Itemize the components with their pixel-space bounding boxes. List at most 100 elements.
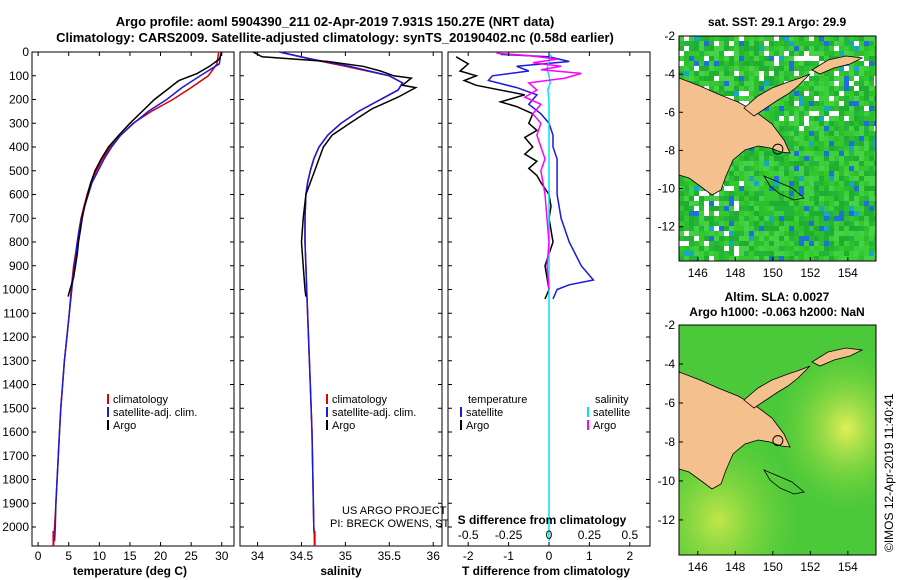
sst-cell [684, 216, 689, 221]
legend-argo-swatch [107, 420, 109, 430]
sst-cell [804, 211, 809, 216]
sst-cell [679, 66, 684, 71]
sst-cell [809, 41, 814, 46]
sst-cell [854, 116, 859, 121]
sst-cell [759, 181, 764, 186]
sst-cell [679, 76, 684, 81]
sst-cell [859, 196, 864, 201]
sst-cell [804, 36, 809, 41]
sst-cell [829, 221, 834, 226]
sst-cell [839, 206, 844, 211]
sst-cell [709, 51, 714, 56]
sst-cell [839, 111, 844, 116]
sst-cell [744, 71, 749, 76]
map-ytick-label: -8 [664, 143, 675, 157]
sst-cell [699, 211, 704, 216]
sst-cell [714, 76, 719, 81]
sst-cell [849, 246, 854, 251]
sst-cell [704, 211, 709, 216]
sst-cell [689, 76, 694, 81]
sst-cell [789, 171, 794, 176]
sst-cell [829, 256, 834, 261]
sst-cell [854, 51, 859, 56]
sst-cell [774, 161, 779, 166]
sst-cell [809, 191, 814, 196]
sst-cell [799, 56, 804, 61]
sst-cell [774, 226, 779, 231]
sst-cell [739, 206, 744, 211]
sst-cell [759, 156, 764, 161]
depth-tick-label: 200 [9, 93, 29, 107]
sst-cell [804, 51, 809, 56]
sst-cell [839, 141, 844, 146]
sst-cell [734, 41, 739, 46]
sst-cell [804, 166, 809, 171]
sst-cell [709, 41, 714, 46]
sst-cell [854, 221, 859, 226]
sst-cell [834, 86, 839, 91]
sst-cell [739, 76, 744, 81]
sst-cell [729, 181, 734, 186]
sst-cell [729, 36, 734, 41]
sst-cell [824, 176, 829, 181]
sst-cell [829, 251, 834, 256]
sst-cell [844, 36, 849, 41]
sst-cell [869, 211, 874, 216]
sst-cell [864, 231, 869, 236]
sst-cell [839, 191, 844, 196]
sst-cell [839, 171, 844, 176]
sst-cell [769, 226, 774, 231]
sst-cell [804, 186, 809, 191]
sst-cell [834, 231, 839, 236]
sst-cell [859, 131, 864, 136]
sst-cell [869, 256, 874, 261]
sst-cell [769, 236, 774, 241]
legend-satellite-swatch [107, 407, 109, 417]
sst-cell [799, 191, 804, 196]
sst-cell [779, 201, 784, 206]
map-ytick-label: -12 [658, 220, 676, 234]
sst-cell [704, 251, 709, 256]
sst-cell [679, 241, 684, 246]
sst-cell [719, 91, 724, 96]
sst-cell [694, 231, 699, 236]
sst-cell [789, 256, 794, 261]
xtick-label: 35 [339, 549, 353, 563]
sst-cell [759, 91, 764, 96]
sst-cell [744, 181, 749, 186]
sst-cell [739, 51, 744, 56]
sst-cell [854, 146, 859, 151]
sst-cell [874, 211, 876, 216]
sst-cell [719, 71, 724, 76]
sst-cell [834, 226, 839, 231]
sst-cell [809, 211, 814, 216]
sst-cell [729, 46, 734, 51]
sst-cell [864, 56, 869, 61]
sst-cell [854, 111, 859, 116]
sst-cell [684, 241, 689, 246]
sst-cell [849, 106, 854, 111]
sst-cell [699, 56, 704, 61]
sst-cell [754, 81, 759, 86]
sst-cell [779, 101, 784, 106]
sst-cell [784, 251, 789, 256]
sst-cell [829, 86, 834, 91]
sla-land [679, 347, 864, 495]
sst-cell [789, 121, 794, 126]
sst-cell [709, 206, 714, 211]
sst-cell [814, 256, 819, 261]
sst-cell [699, 51, 704, 56]
sst-cell [854, 226, 859, 231]
sst-cell [769, 216, 774, 221]
sst-cell [814, 201, 819, 206]
sst-cell [829, 176, 834, 181]
sst-cell [829, 206, 834, 211]
sst-cell [804, 131, 809, 136]
sst-cell [804, 231, 809, 236]
sst-cell [809, 246, 814, 251]
sst-cell [789, 101, 794, 106]
map-ytick-label: -8 [664, 435, 675, 449]
sst-cell [824, 136, 829, 141]
sst-cell [849, 111, 854, 116]
